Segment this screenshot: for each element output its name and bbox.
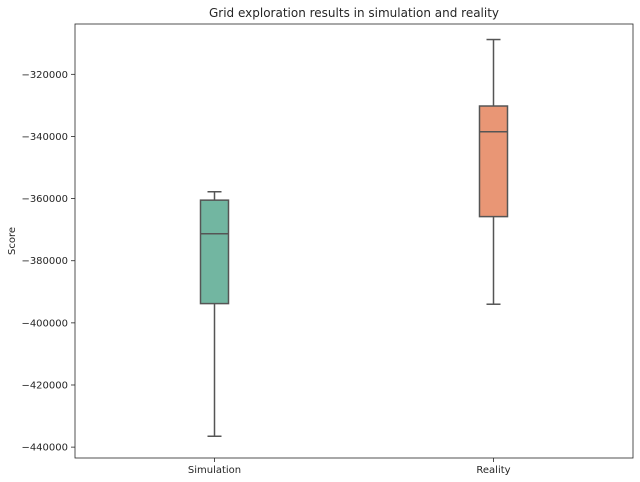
y-tick-label: −400000 xyxy=(21,318,68,329)
y-axis: −440000 −420000 −400000 −380000 −360000 −3400… xyxy=(21,70,75,454)
y-tick-label: −420000 xyxy=(21,380,68,391)
y-tick-label: −380000 xyxy=(21,256,68,267)
y-tick-label: −340000 xyxy=(21,132,68,143)
x-axis: Simulation Reality xyxy=(188,458,511,476)
box-series xyxy=(199,38,509,438)
plot-area xyxy=(74,23,634,459)
y-tick-label: −360000 xyxy=(21,194,68,205)
y-tick-label: −320000 xyxy=(21,70,68,81)
box-reality xyxy=(478,105,509,218)
chart-title: Grid exploration results in simulation a… xyxy=(209,6,499,20)
y-axis-label: Score xyxy=(7,227,18,255)
y-tick-label: −440000 xyxy=(21,443,68,454)
x-tick-label: Reality xyxy=(476,465,510,476)
box-simulation xyxy=(199,199,230,305)
x-tick-label: Simulation xyxy=(188,465,241,476)
